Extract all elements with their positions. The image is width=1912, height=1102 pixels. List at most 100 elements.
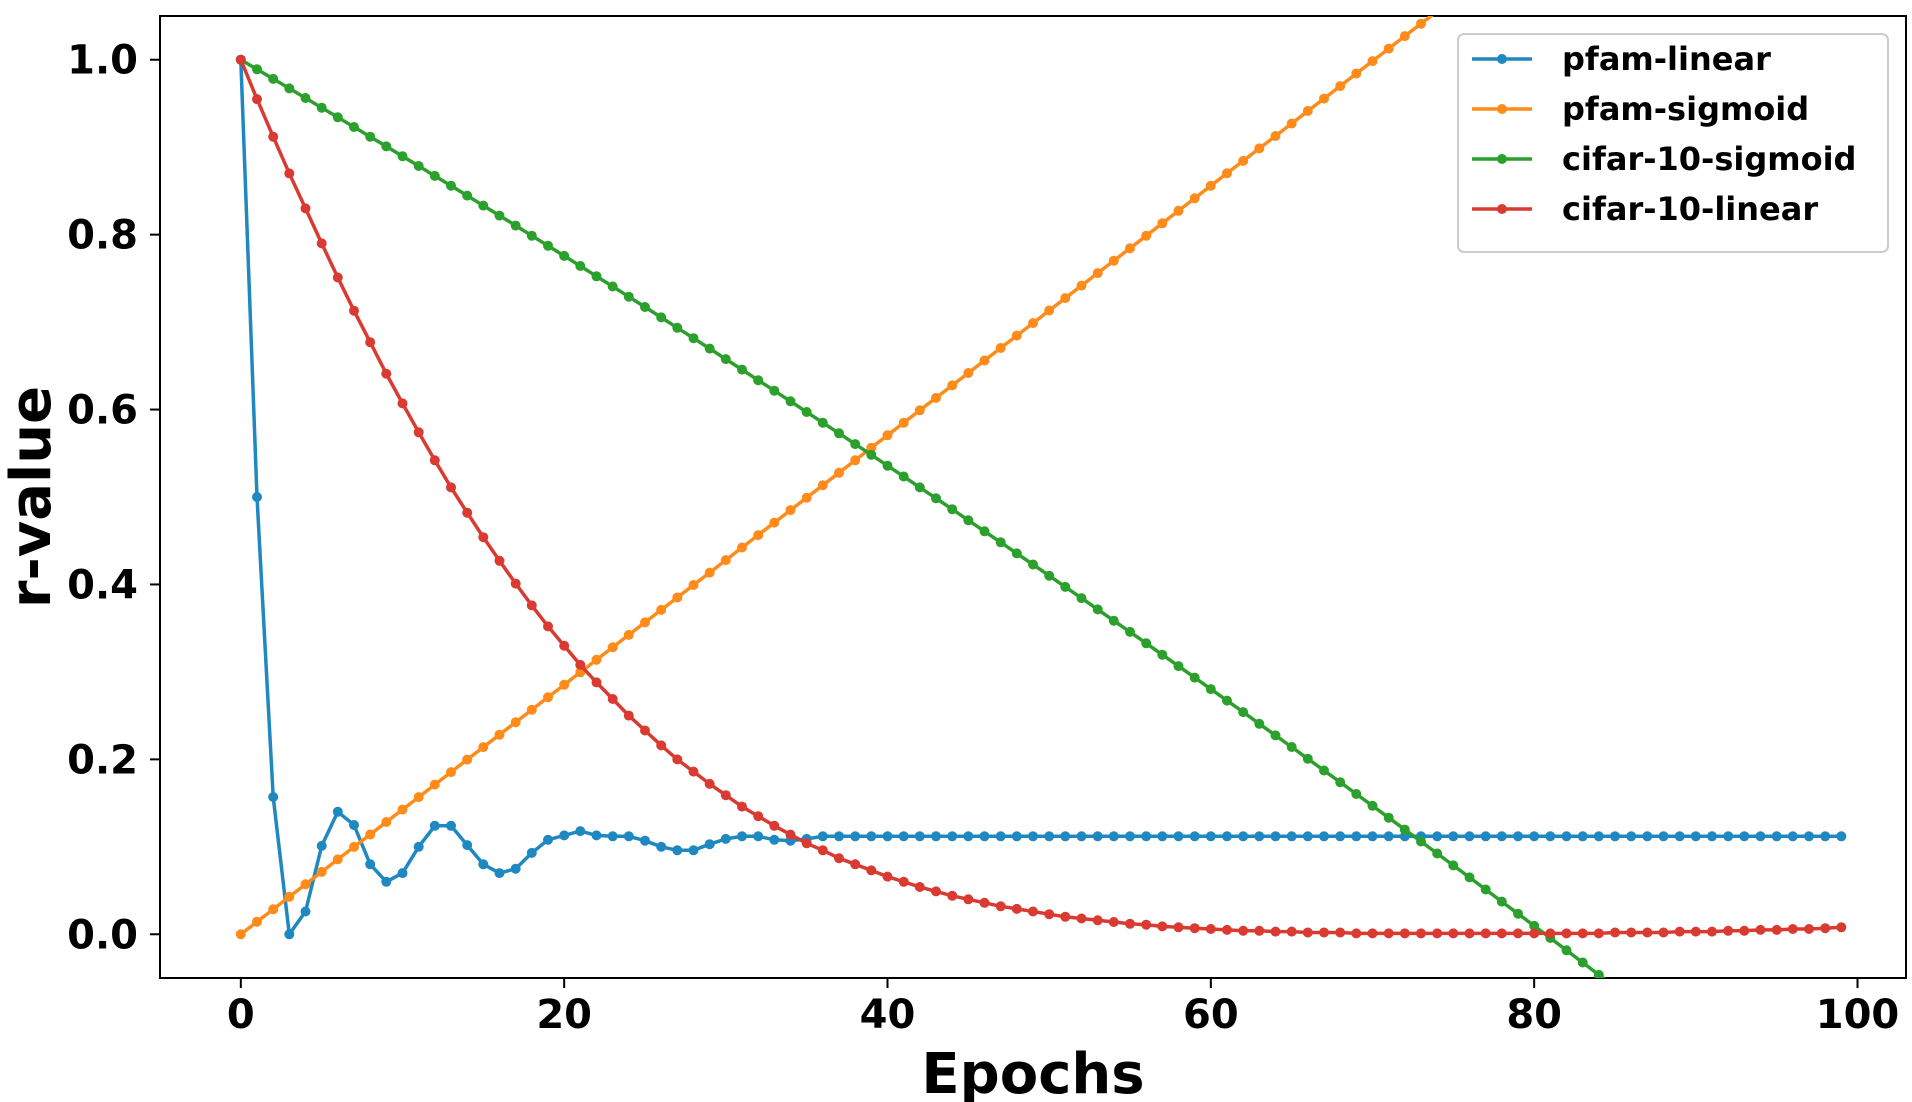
data-point-cifar-10-sigmoid: [510, 220, 521, 231]
data-point-pfam-sigmoid: [704, 567, 715, 578]
data-point-cifar-10-linear: [979, 897, 990, 908]
series-cifar-10-linear: [235, 54, 1847, 939]
data-point-cifar-10-linear: [817, 845, 828, 856]
data-point-cifar-10-sigmoid: [1464, 872, 1475, 883]
data-point-cifar-10-sigmoid: [446, 180, 456, 191]
data-point-pfam-linear: [850, 831, 861, 842]
data-point-pfam-linear: [1076, 831, 1087, 842]
data-point-pfam-linear: [1432, 831, 1443, 842]
data-point-cifar-10-sigmoid: [1028, 559, 1038, 570]
data-point-pfam-sigmoid: [882, 430, 893, 441]
data-point-pfam-sigmoid: [995, 343, 1006, 353]
data-point-pfam-linear: [931, 831, 941, 842]
data-point-pfam-linear: [1577, 831, 1588, 842]
series-line-cifar-10-sigmoid: [239, 58, 1606, 978]
data-point-cifar-10-sigmoid: [1011, 548, 1022, 559]
data-point-cifar-10-sigmoid: [1626, 995, 1636, 1005]
data-point-cifar-10-sigmoid: [1529, 920, 1540, 931]
data-point-pfam-linear: [995, 831, 1006, 842]
data-point-pfam-linear: [1157, 831, 1168, 842]
data-point-pfam-sigmoid: [381, 817, 392, 827]
data-point-cifar-10-sigmoid: [1222, 695, 1232, 706]
data-point-cifar-10-linear: [1787, 924, 1798, 934]
data-point-pfam-linear: [1028, 831, 1038, 842]
data-point-pfam-sigmoid: [332, 854, 343, 865]
data-point-cifar-10-linear: [332, 272, 343, 283]
data-point-cifar-10-linear: [737, 801, 747, 812]
data-point-pfam-sigmoid: [1416, 18, 1426, 29]
data-point-pfam-linear: [1222, 831, 1232, 842]
data-point-pfam-linear: [607, 831, 618, 842]
data-point-pfam-sigmoid: [316, 866, 327, 877]
legend-label: pfam-linear: [1562, 40, 1771, 78]
x-tick-label: 60: [1183, 992, 1239, 1038]
x-axis-label: Epochs: [921, 1042, 1144, 1102]
data-point-pfam-sigmoid: [1222, 168, 1232, 179]
data-point-pfam-sigmoid: [656, 604, 667, 615]
data-point-cifar-10-sigmoid: [607, 281, 618, 292]
data-point-pfam-linear: [1513, 831, 1523, 842]
data-point-cifar-10-sigmoid: [1076, 593, 1087, 604]
data-point-cifar-10-sigmoid: [1480, 884, 1491, 895]
data-point-pfam-linear: [1319, 831, 1329, 842]
data-point-cifar-10-sigmoid: [1675, 1032, 1685, 1042]
data-point-cifar-10-linear: [785, 829, 796, 840]
data-point-cifar-10-linear: [1125, 918, 1135, 929]
y-tick-label: 0.6: [67, 388, 138, 434]
data-point-cifar-10-linear: [1205, 924, 1216, 934]
y-tick-label: 0.4: [67, 562, 138, 608]
legend-item: cifar-10-sigmoid: [1472, 140, 1856, 178]
data-point-cifar-10-linear: [1286, 926, 1297, 937]
data-point-pfam-linear: [268, 792, 279, 802]
data-point-cifar-10-sigmoid: [332, 112, 343, 123]
data-point-pfam-linear: [979, 831, 990, 842]
data-point-cifar-10-sigmoid: [898, 471, 909, 482]
data-point-cifar-10-sigmoid: [1691, 1044, 1701, 1054]
data-point-cifar-10-sigmoid: [1108, 615, 1119, 626]
x-tick-label: 40: [860, 992, 916, 1038]
y-tick-label: 0.8: [67, 213, 138, 259]
data-point-cifar-10-linear: [704, 778, 715, 789]
data-point-pfam-sigmoid: [446, 767, 456, 778]
data-point-pfam-linear: [1044, 831, 1055, 842]
data-point-cifar-10-sigmoid: [575, 261, 586, 271]
data-point-cifar-10-sigmoid: [316, 102, 327, 113]
data-point-cifar-10-linear: [1335, 927, 1346, 938]
data-point-cifar-10-sigmoid: [1060, 581, 1071, 592]
data-point-pfam-sigmoid: [268, 904, 279, 915]
data-point-pfam-sigmoid: [623, 629, 634, 640]
data-point-pfam-sigmoid: [947, 380, 958, 391]
data-point-pfam-linear: [1739, 831, 1750, 842]
data-point-cifar-10-sigmoid: [268, 73, 279, 84]
data-point-pfam-sigmoid: [1028, 318, 1038, 329]
series-line-pfam-sigmoid: [239, 16, 1434, 936]
data-point-cifar-10-sigmoid: [462, 190, 473, 201]
data-point-pfam-sigmoid: [607, 642, 618, 653]
data-point-cifar-10-linear: [1141, 919, 1152, 930]
data-point-pfam-linear: [866, 831, 877, 842]
data-point-cifar-10-linear: [623, 710, 634, 721]
data-point-cifar-10-linear: [1044, 909, 1055, 920]
data-point-cifar-10-sigmoid: [591, 271, 602, 282]
data-point-pfam-linear: [365, 859, 376, 870]
data-point-pfam-sigmoid: [1383, 43, 1394, 54]
data-point-pfam-linear: [1238, 831, 1249, 842]
legend-label: cifar-10-linear: [1562, 190, 1818, 228]
data-point-cifar-10-linear: [446, 482, 456, 493]
data-point-cifar-10-sigmoid: [866, 449, 877, 460]
data-point-pfam-linear: [1286, 831, 1297, 842]
data-point-pfam-linear: [1496, 831, 1507, 842]
data-point-pfam-linear: [1189, 831, 1200, 842]
data-point-cifar-10-linear: [510, 578, 521, 589]
data-point-pfam-sigmoid: [979, 355, 990, 366]
data-point-cifar-10-sigmoid: [1399, 824, 1410, 835]
x-tick-label: 100: [1816, 992, 1900, 1038]
data-point-cifar-10-linear: [1383, 928, 1394, 939]
data-point-cifar-10-linear: [1108, 917, 1119, 927]
data-point-pfam-sigmoid: [413, 792, 424, 803]
data-point-cifar-10-linear: [365, 337, 376, 348]
data-point-pfam-sigmoid: [1141, 230, 1152, 241]
data-point-cifar-10-sigmoid: [1496, 896, 1507, 907]
data-point-cifar-10-linear: [1270, 926, 1281, 937]
data-point-cifar-10-sigmoid: [1659, 1019, 1669, 1029]
